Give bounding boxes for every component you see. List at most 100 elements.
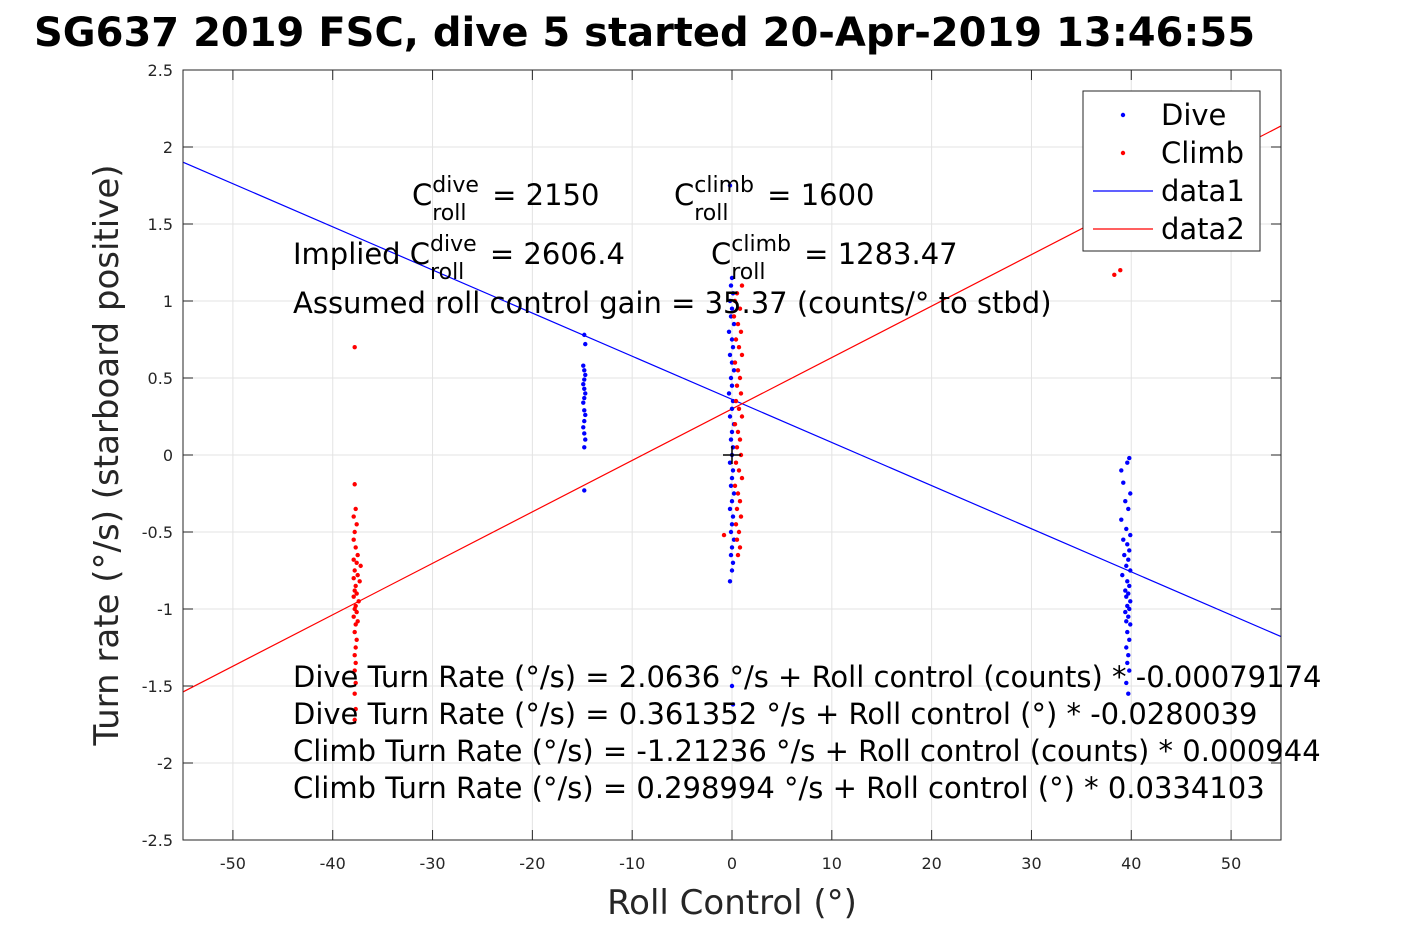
point-dive [582, 368, 587, 373]
point-climb [721, 532, 727, 538]
point-climb [734, 291, 740, 296]
point-climb [352, 691, 357, 696]
point-climb [732, 298, 738, 304]
y-tick-label: 1 [163, 292, 173, 311]
point-dive [581, 425, 586, 430]
point-dive [729, 545, 735, 550]
point-dive [1123, 609, 1128, 615]
coefficient-annotation: Implied Cdive roll = 2606.4 [293, 232, 625, 285]
point-climb [733, 522, 739, 527]
point-dive [1127, 455, 1132, 461]
point-dive [1124, 680, 1129, 686]
point-dive [727, 460, 733, 465]
gain-annotation: Assumed roll control gain = 35.37 (count… [293, 286, 1052, 320]
point-dive [1124, 594, 1129, 599]
legend-marker-climb [1120, 150, 1126, 156]
point-climb [739, 352, 745, 358]
point-dive [1125, 660, 1130, 666]
point-dive [582, 488, 587, 493]
legend-label: data1 [1161, 174, 1245, 208]
point-dive [1123, 499, 1128, 504]
point-climb [353, 660, 358, 666]
point-climb [738, 391, 744, 396]
y-tick-label: 2 [163, 138, 173, 157]
point-dive [731, 321, 737, 327]
point-dive [582, 408, 587, 413]
point-climb [735, 491, 741, 496]
point-dive [1126, 691, 1131, 696]
point-dive [729, 429, 735, 435]
point-dive [582, 445, 587, 450]
point-dive [1121, 480, 1126, 485]
point-dive [582, 386, 587, 391]
point-climb [351, 614, 356, 619]
point-dive [727, 414, 733, 419]
point-dive [1127, 606, 1132, 612]
point-dive [582, 431, 587, 436]
point-dive [1125, 579, 1130, 584]
point-dive [581, 363, 586, 368]
point-climb [1112, 272, 1117, 278]
point-dive [727, 352, 733, 358]
legend-label: data2 [1161, 212, 1245, 246]
coefficient-annotation: Cclimb roll = 1283.47 [711, 232, 958, 285]
x-tick-label: -50 [220, 854, 246, 873]
y-tick-label: -2.5 [142, 831, 173, 850]
y-tick-label: -1.5 [142, 677, 173, 696]
point-dive [729, 475, 735, 481]
fit-equation: Dive Turn Rate (°/s) = 0.361352 °/s + Ro… [293, 697, 1258, 731]
point-dive [727, 298, 733, 304]
point-dive [582, 418, 587, 424]
y-tick-label: 1.5 [148, 215, 173, 234]
coefficient-annotation: Cclimb roll = 1600 [674, 173, 875, 226]
point-dive [1127, 637, 1132, 642]
chart-title: SG637 2019 FSC, dive 5 started 20-Apr-20… [34, 10, 1255, 56]
y-tick-label: 2.5 [148, 61, 173, 80]
point-climb [351, 537, 356, 542]
point-climb [354, 560, 359, 565]
point-climb [734, 383, 740, 388]
y-tick-label: -1 [157, 600, 173, 619]
x-tick-label: -40 [320, 854, 346, 873]
y-tick-label: -0.5 [142, 523, 173, 542]
point-climb [737, 499, 743, 504]
point-dive [730, 560, 736, 565]
point-dive [727, 183, 733, 188]
point-climb [351, 594, 356, 599]
point-climb [353, 545, 358, 550]
point-dive [729, 499, 735, 504]
point-climb [354, 591, 359, 596]
point-dive [1128, 599, 1133, 604]
point-climb [733, 337, 739, 342]
point-climb [351, 514, 356, 519]
point-climb [732, 422, 738, 427]
point-dive [1125, 542, 1130, 547]
point-dive [1126, 614, 1131, 619]
x-tick-label: 10 [822, 854, 842, 873]
point-climb [353, 583, 358, 589]
point-climb [732, 360, 738, 365]
fit-equation: Dive Turn Rate (°/s) = 2.0636 °/s + Roll… [293, 660, 1321, 694]
point-dive [1126, 653, 1131, 658]
point-dive [730, 291, 736, 296]
point-dive [1127, 668, 1132, 673]
point-climb [737, 306, 743, 311]
point-dive [1119, 468, 1124, 473]
point-climb [353, 622, 358, 627]
point-climb [736, 529, 742, 535]
point-climb [352, 629, 357, 635]
point-climb [357, 579, 362, 584]
point-dive [581, 381, 586, 387]
point-dive [729, 683, 735, 689]
y-tick-label: -2 [157, 754, 173, 773]
point-climb [737, 545, 743, 550]
y-axis-label: Turn rate (°/s) (starboard positive) [87, 164, 127, 746]
point-climb [734, 445, 740, 450]
point-climb [736, 345, 742, 350]
point-dive [1125, 629, 1130, 635]
x-tick-label: 20 [921, 854, 941, 873]
point-climb [738, 514, 744, 519]
point-dive [729, 406, 735, 411]
point-climb [735, 321, 741, 327]
